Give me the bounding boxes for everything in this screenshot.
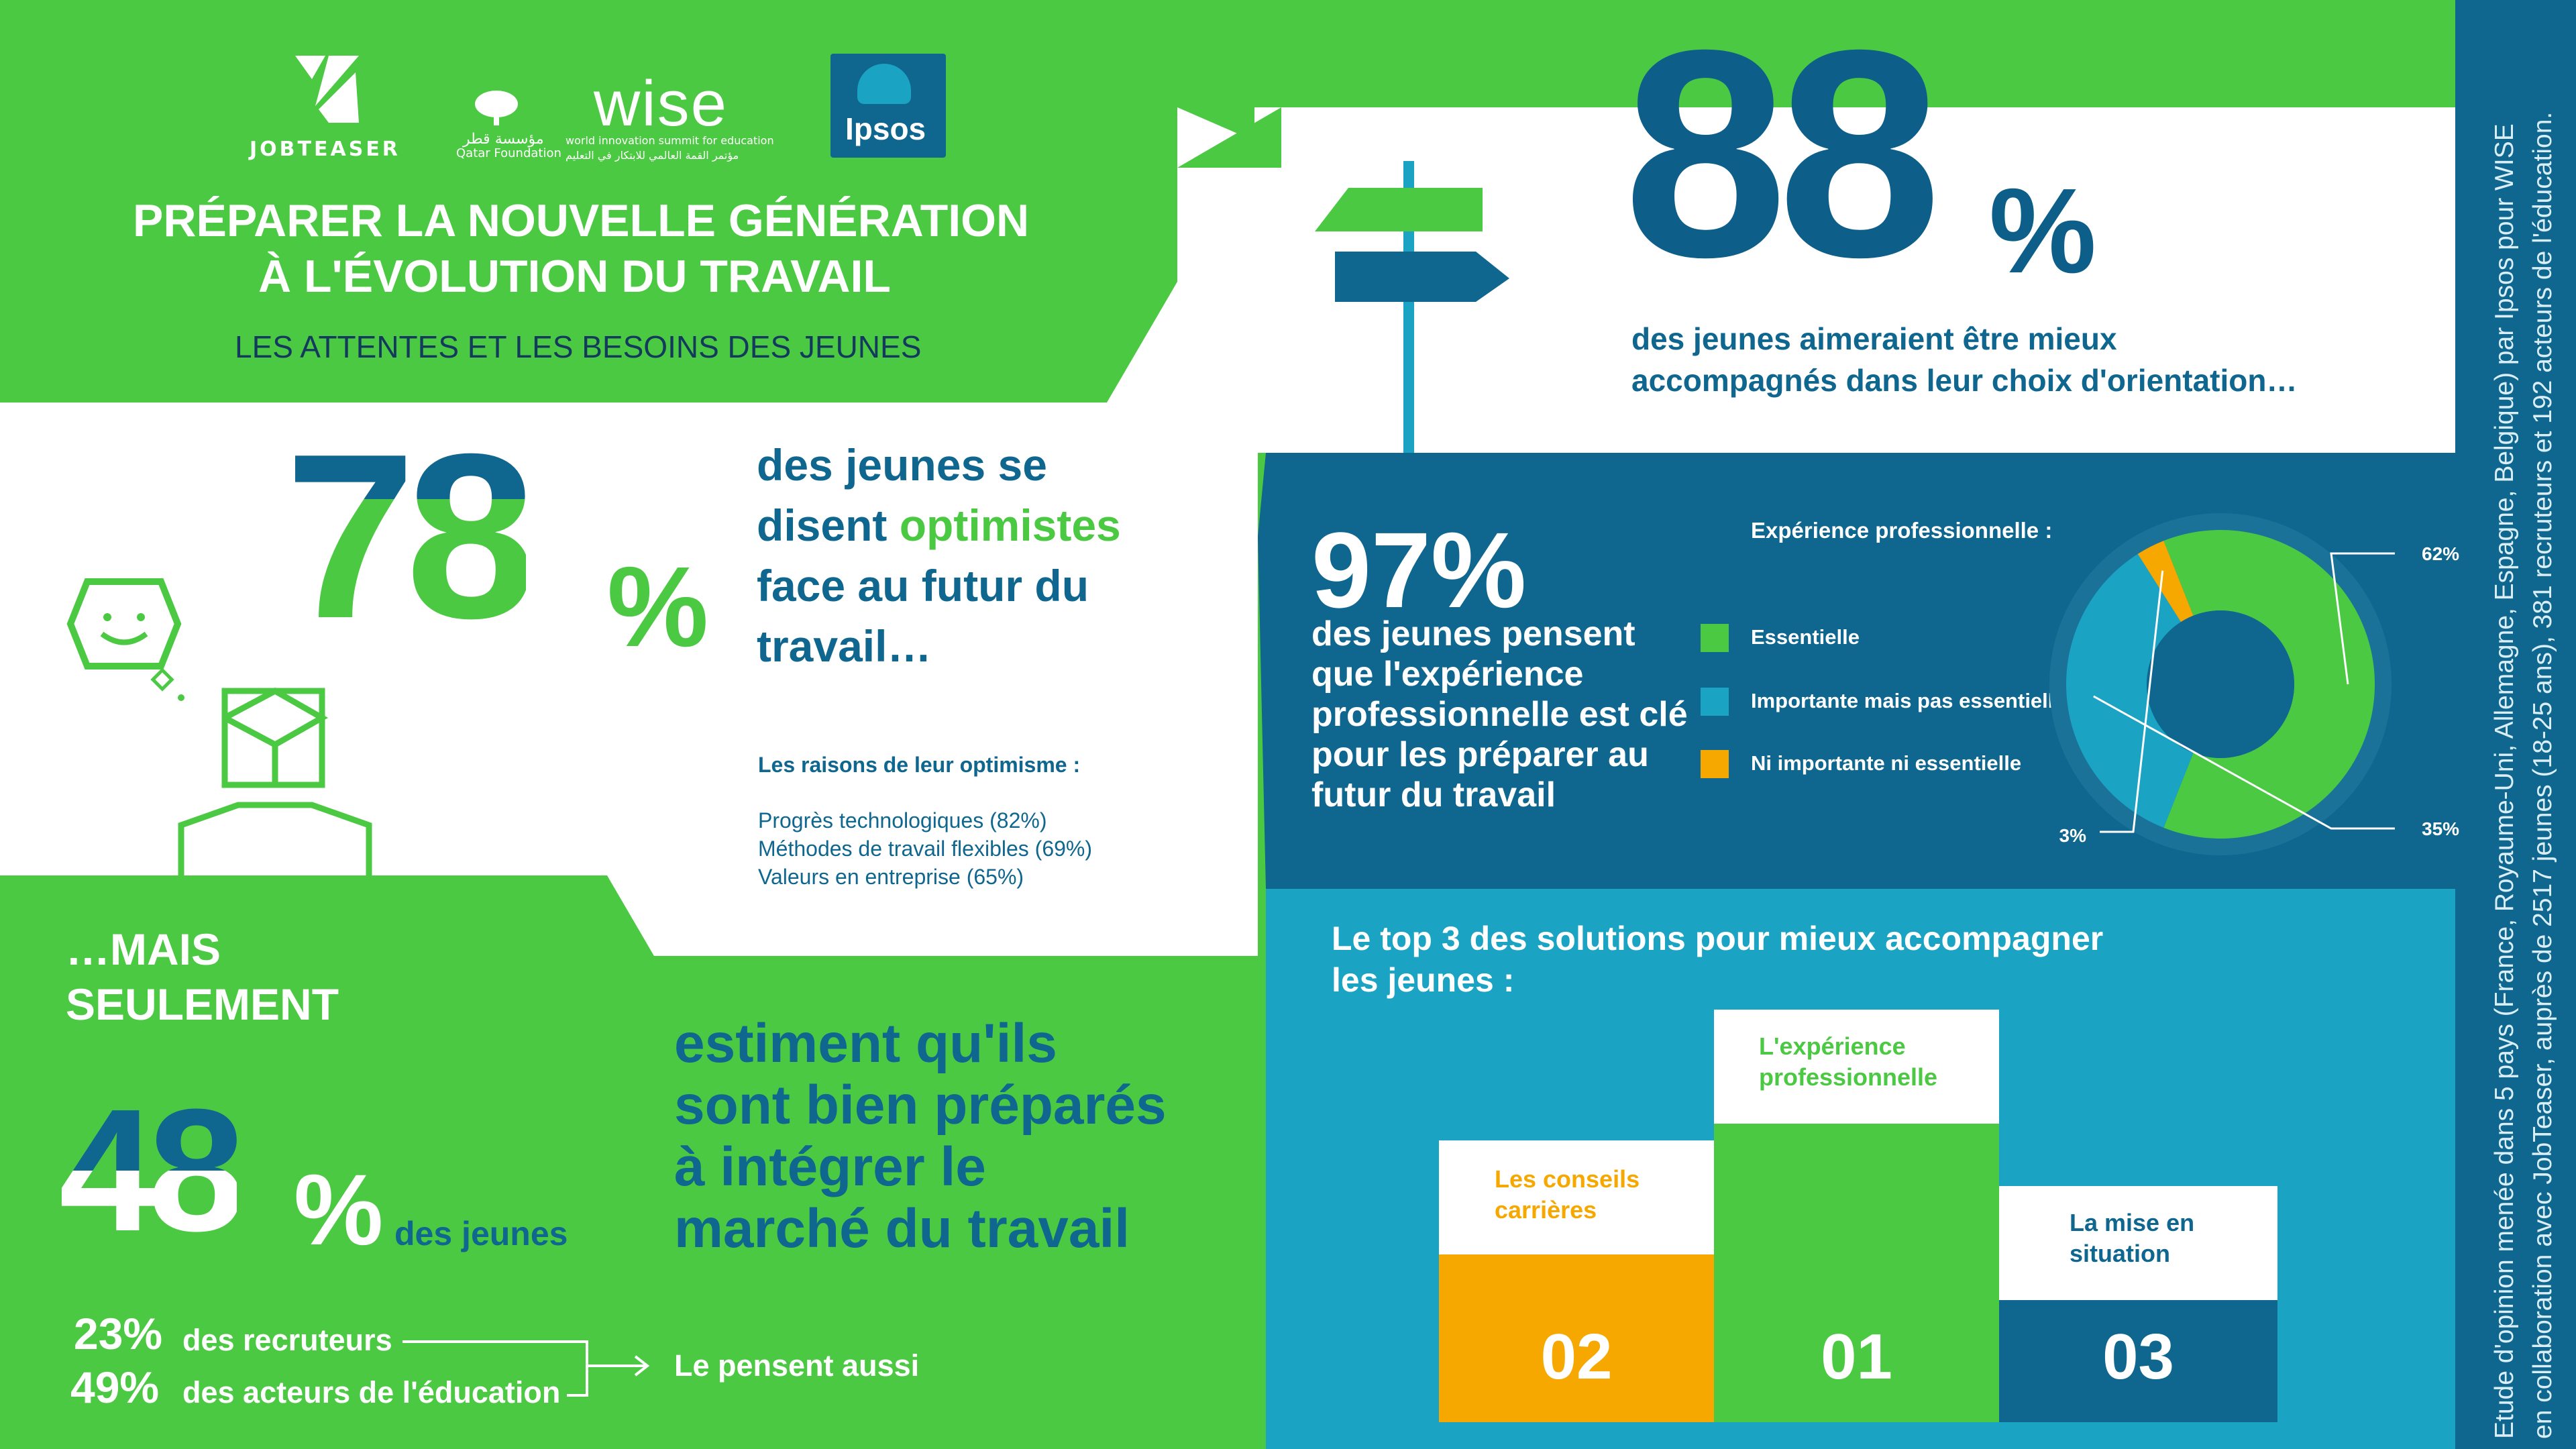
- stat-48-line: sont bien préparés: [674, 1075, 1167, 1136]
- jobteaser-logo-icon: [295, 56, 359, 123]
- reason-item: Méthodes de travail flexibles (69%): [758, 837, 1093, 861]
- donut-value-label: 62%: [2422, 543, 2459, 564]
- jobteaser-logo-text: JOBTEASER: [250, 138, 400, 161]
- page-subtitle: LES ATTENTES ET LES BESOINS DES JEUNES: [235, 329, 922, 364]
- podium-rank-03: 03: [2102, 1321, 2174, 1393]
- recruiters-label: des recruteurs: [182, 1323, 392, 1357]
- ipsos-logo: Ipsos: [830, 54, 946, 158]
- stat-78-text-line2: disent optimistes: [757, 500, 1121, 550]
- stat-78-percent: %: [607, 543, 709, 671]
- legend-swatch-ni-importante: [1701, 750, 1729, 778]
- recruiters-pct: 23%: [74, 1309, 163, 1358]
- legend-swatch-importante: [1701, 688, 1729, 716]
- stat-97-number: 97%: [1311, 510, 1527, 630]
- wise-arabic-text: مؤتمر القمة العالمي للابتكار في التعليم: [566, 149, 739, 162]
- qatar-foundation-logo-icon: [475, 91, 518, 125]
- stat-88-number: 88: [1623, 0, 1941, 319]
- signpost-icon: [1315, 161, 1509, 453]
- podium-bar-03: [1999, 1300, 2277, 1422]
- reasons-title: Les raisons de leur optimisme :: [758, 753, 1081, 777]
- wise-logo-text: wise: [594, 68, 729, 140]
- page-title-line2: À L'ÉVOLUTION DU TRAVAIL: [258, 251, 891, 302]
- podium-label-02: Les conseils carrières: [1495, 1165, 1640, 1224]
- stat-97-line: pour les préparer au: [1311, 735, 1649, 774]
- donut-leader-line: [2330, 552, 2395, 685]
- educators-label: des acteurs de l'éducation: [182, 1375, 561, 1409]
- donut-slice-2: [2066, 553, 2194, 828]
- stat-97-line: que l'expérience: [1311, 655, 1584, 694]
- podium-bar-02: [1439, 1254, 1714, 1422]
- donut-value-label: 3%: [2059, 825, 2087, 846]
- study-note-line1: Etude d'opinion menée dans 5 pays (Franc…: [2490, 123, 2519, 1439]
- stat-48-suffix: des jeunes: [394, 1215, 568, 1252]
- optimistes-highlight: optimistes: [899, 500, 1121, 550]
- also-think-label: Le pensent aussi: [674, 1348, 920, 1383]
- ipsos-logo-text: Ipsos: [845, 111, 926, 146]
- chart-legend-title: Expérience professionnelle :: [1751, 518, 2053, 543]
- solutions-title-line1: Le top 3 des solutions pour mieux accomp…: [1332, 920, 2104, 957]
- legend-label: Essentielle: [1751, 625, 1860, 649]
- stat-97-line: professionnelle est clé: [1311, 695, 1688, 734]
- legend-label: Importante mais pas essentielle: [1751, 689, 2065, 712]
- podium-label-box-01: [1714, 1010, 1999, 1124]
- stat-88-text-line1: des jeunes aimeraient être mieux: [1631, 321, 2117, 356]
- experience-donut-chart: 62% 35% 3%: [2049, 513, 2459, 855]
- solutions-title-line2: les jeunes :: [1332, 961, 1515, 999]
- page-title-line1: PRÉPARER LA NOUVELLE GÉNÉRATION: [133, 195, 1030, 246]
- stat-48-line: estiment qu'ils: [674, 1013, 1057, 1074]
- wise-sub-text: world innovation summit for education: [566, 134, 774, 147]
- legend-swatch-essentielle: [1701, 624, 1729, 652]
- mais-intro-line2: SEULEMENT: [66, 979, 339, 1029]
- stat-78-text-line4: travail…: [757, 621, 932, 671]
- reason-item: Valeurs en entreprise (65%): [758, 865, 1024, 889]
- reason-item: Progrès technologiques (82%): [758, 808, 1047, 833]
- podium-rank-02: 02: [1540, 1321, 1613, 1393]
- stat-88-percent: %: [1989, 164, 2097, 299]
- podium-label-box-03: [1999, 1186, 2277, 1300]
- qatar-foundation-text: Qatar Foundation: [456, 146, 561, 160]
- stat-48-line: à intégrer le: [674, 1136, 986, 1197]
- stat-48-number: 48: [59, 1073, 245, 1268]
- study-methodology-note: Etude d'opinion menée dans 5 pays (Franc…: [2485, 17, 2562, 1439]
- donut-hole: [2147, 610, 2294, 758]
- podium-label-03: La mise en situation: [2070, 1209, 2195, 1267]
- podium-label-01: L'expérience professionnelle: [1759, 1032, 1938, 1091]
- stat-48-percent: %: [294, 1153, 384, 1266]
- podium-label-box-02: [1439, 1140, 1714, 1254]
- donut-slice-1: [2163, 530, 2375, 839]
- podium-rank-01: 01: [1821, 1321, 1892, 1393]
- donut-leader-line: [2100, 570, 2164, 833]
- stat-78-text-line3: face au futur du: [757, 561, 1089, 610]
- optimistic-person-icon: [66, 578, 372, 875]
- qatar-arabic-text: مؤسسة قطر: [463, 131, 544, 148]
- stat-97-line: futur du travail: [1311, 775, 1556, 814]
- donut-slice-3: [2137, 541, 2194, 623]
- legend-label: Ni importante ni essentielle: [1751, 751, 2022, 775]
- stat-78-text-line1: des jeunes se: [757, 440, 1047, 490]
- stat-88-text-line2: accompagnés dans leur choix d'orientatio…: [1631, 363, 2298, 398]
- stat-97-line: des jeunes pensent: [1311, 614, 1635, 653]
- ipsos-head-icon: [857, 64, 911, 104]
- stat-48-line: marché du travail: [674, 1198, 1130, 1259]
- mais-intro-line1: …MAIS: [66, 924, 221, 974]
- donut-value-label: 35%: [2422, 818, 2459, 839]
- podium-bar-01: [1714, 1124, 1999, 1422]
- bracket-arrow-icon: [402, 1340, 650, 1397]
- stat-78-number: 78: [285, 405, 536, 667]
- donut-leader-line: [2093, 695, 2395, 830]
- study-note-line2: en collaboration avec JobTeaser, auprès …: [2528, 111, 2557, 1439]
- educators-pct: 49%: [70, 1362, 160, 1412]
